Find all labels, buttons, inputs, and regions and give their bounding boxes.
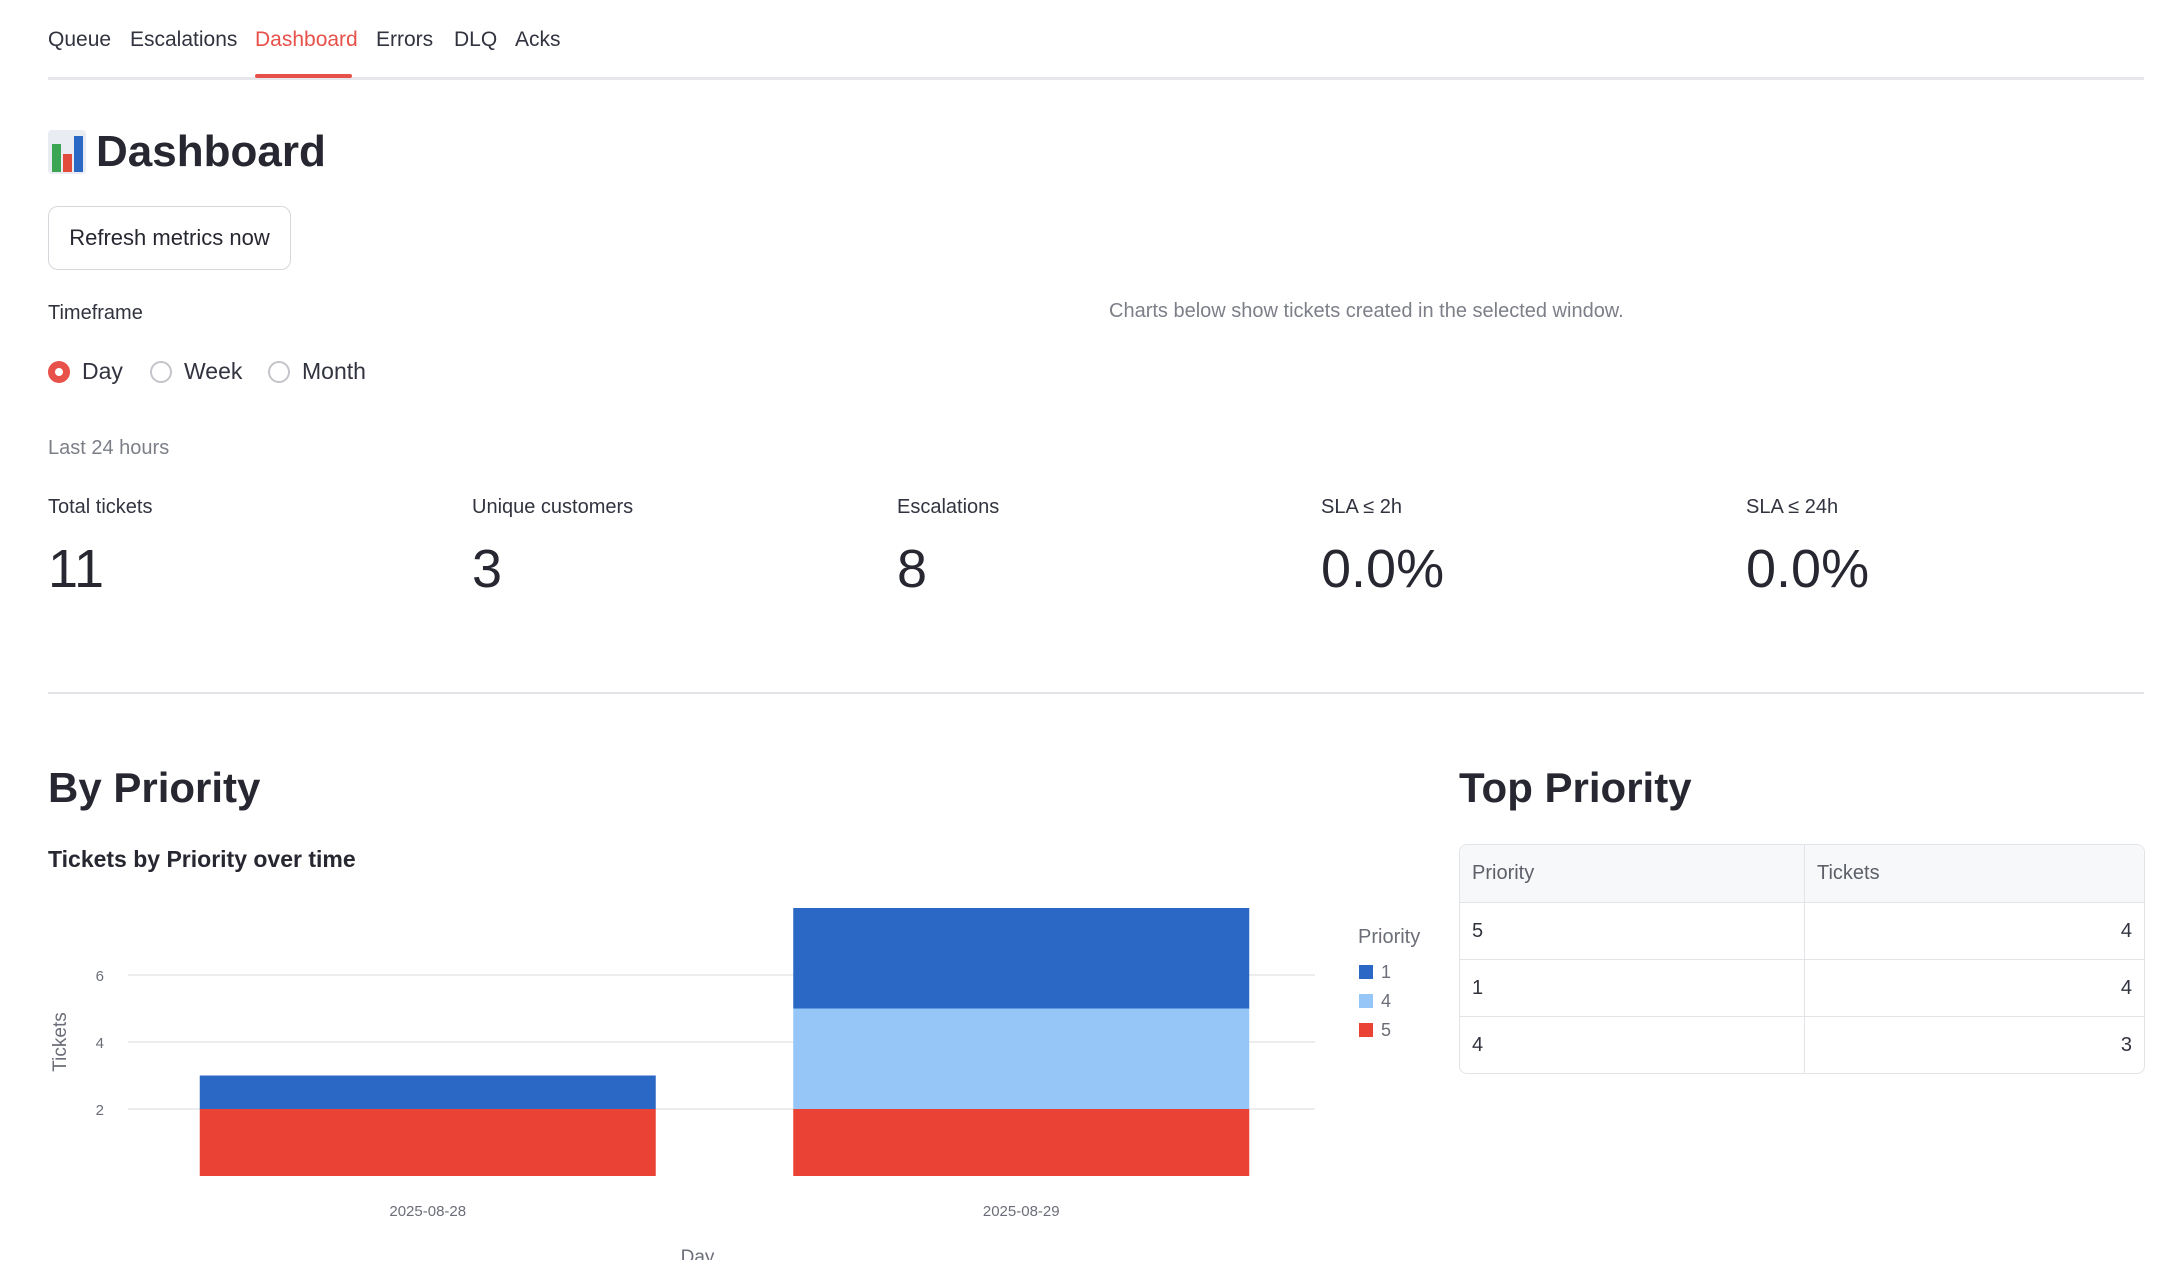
cell-priority: 4 (1460, 1016, 1804, 1073)
radio-label: Week (184, 358, 243, 384)
x-axis-label: Day (681, 1247, 715, 1260)
metric-total-tickets: Total tickets 11 (48, 496, 152, 596)
x-tick-label: 2025-08-29 (983, 1203, 1060, 1220)
refresh-metrics-button[interactable]: Refresh metrics now (48, 206, 291, 270)
legend-swatch-5 (1359, 1023, 1373, 1037)
legend-title: Priority (1358, 926, 1420, 948)
table-row: 4 3 (1460, 1016, 2144, 1073)
legend-swatch-4 (1359, 994, 1373, 1008)
bar-segment-priority-1 (793, 908, 1250, 1009)
legend-label: 5 (1381, 1020, 1391, 1040)
table-row: 1 4 (1460, 959, 2144, 1016)
metric-label: SLA ≤ 24h (1746, 496, 1839, 518)
metric-label: SLA ≤ 2h (1321, 496, 1403, 518)
y-axis-label: Tickets (50, 1012, 71, 1071)
metric-unique-customers: Unique customers 3 (472, 496, 633, 596)
y-tick-label: 6 (96, 968, 104, 985)
metric-value: 0.0% (1746, 539, 1870, 599)
bar-segment-priority-4 (793, 1008, 1250, 1109)
metric-sla-24h: SLA ≤ 24h 0.0% (1746, 496, 1869, 596)
x-tick-label: 2025-08-28 (389, 1203, 466, 1220)
metric-label: Escalations (897, 496, 1000, 518)
divider (48, 692, 2144, 694)
table-row: 5 4 (1460, 903, 2144, 959)
legend-swatch-1 (1359, 965, 1373, 979)
table-header-row: Priority Tickets (1460, 845, 2144, 903)
column-header-tickets[interactable]: Tickets (1804, 845, 2144, 903)
timeframe-option-month[interactable]: Month (268, 358, 366, 385)
legend-label: 4 (1381, 991, 1391, 1011)
timeframe-option-week[interactable]: Week (150, 358, 242, 385)
page-title-text: Dashboard (96, 127, 326, 176)
metric-label: Total tickets (48, 496, 153, 518)
chart-title: Tickets by Priority over time (48, 846, 356, 872)
tab-errors[interactable]: Errors (376, 28, 434, 51)
tab-bar: Queue Escalations Dashboard Errors DLQ A… (48, 0, 2144, 80)
radio-unselected-icon (268, 360, 290, 383)
tab-acks[interactable]: Acks (515, 28, 561, 51)
cell-priority: 1 (1460, 959, 1804, 1016)
by-priority-heading: By Priority (48, 764, 261, 811)
metric-sla-2h: SLA ≤ 2h 0.0% (1321, 496, 1444, 596)
top-priority-table: Priority Tickets 5 4 1 4 4 3 (1459, 844, 2145, 1074)
metric-value: 3 (472, 539, 503, 599)
radio-unselected-icon (150, 360, 172, 383)
bar-segment-priority-5 (793, 1109, 1250, 1176)
tab-queue[interactable]: Queue (48, 28, 112, 51)
tab-escalations[interactable]: Escalations (130, 28, 238, 51)
timeframe-label: Timeframe (48, 302, 143, 324)
radio-label: Month (302, 358, 366, 384)
legend-label: 1 (1381, 962, 1391, 982)
cell-tickets: 4 (1804, 959, 2144, 1016)
radio-label: Day (82, 358, 123, 384)
page-title: Dashboard (48, 122, 326, 182)
y-tick-label: 4 (96, 1035, 104, 1052)
y-tick-label: 2 (96, 1102, 104, 1119)
active-tab-indicator (255, 74, 352, 78)
bar-segment-priority-1 (199, 1075, 656, 1109)
metric-value: 8 (897, 539, 928, 599)
column-header-priority[interactable]: Priority (1460, 845, 1804, 903)
timeframe-option-day[interactable]: Day (48, 358, 123, 385)
charts-note: Charts below show tickets created in the… (1109, 300, 1624, 322)
cell-priority: 5 (1472, 919, 1484, 942)
metric-escalations: Escalations 8 (897, 496, 999, 596)
radio-selected-icon (48, 360, 70, 383)
top-priority-heading: Top Priority (1459, 764, 1692, 811)
metric-value: 11 (48, 539, 105, 599)
bar-segment-priority-5 (199, 1109, 656, 1176)
bar-chart-icon (48, 130, 86, 174)
cell-tickets: 4 (1804, 903, 2144, 959)
metric-label: Unique customers (472, 496, 634, 518)
cell-tickets: 3 (1804, 1016, 2144, 1073)
metric-value: 0.0% (1321, 539, 1445, 599)
window-label: Last 24 hours (48, 437, 170, 459)
tickets-by-priority-chart: 2 4 6 2025-08-28 2025-08-29 Day Tickets Priorit… (50, 908, 1420, 1260)
tab-dashboard[interactable]: Dashboard (255, 28, 358, 51)
tab-dlq[interactable]: DLQ (454, 28, 498, 51)
